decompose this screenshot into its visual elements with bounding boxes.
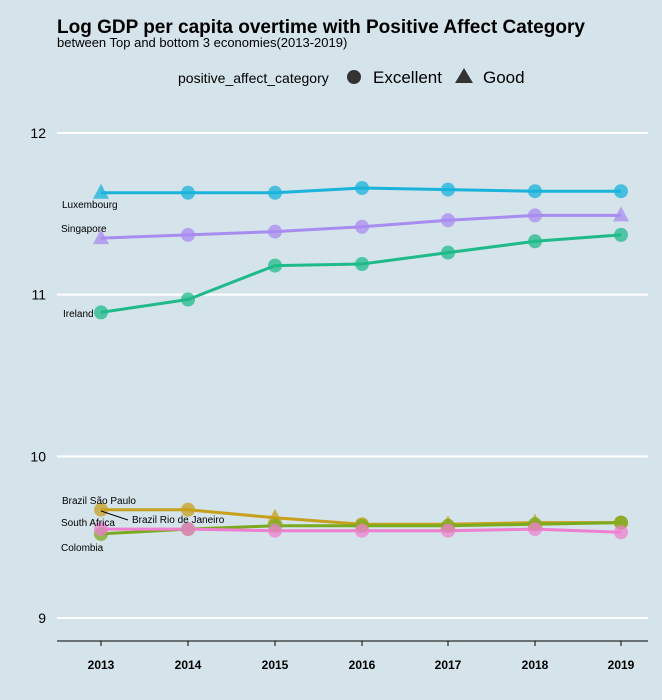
x-tick-label: 2018 (522, 658, 549, 672)
data-point-circle (355, 181, 369, 195)
data-point-circle (181, 292, 195, 307)
country-label-brazil-sao-paulo: Brazil São Paulo (62, 496, 136, 507)
data-point-circle (441, 213, 455, 228)
data-point-circle (355, 257, 369, 271)
data-point-circle (94, 305, 108, 320)
x-tick-label: 2013 (88, 658, 115, 672)
country-label-south-africa: South Africa (61, 518, 115, 529)
y-tick-label: 12 (30, 125, 46, 141)
chart-title: Log GDP per capita overtime with Positiv… (57, 17, 585, 38)
data-point-circle (355, 219, 369, 234)
data-point-circle (268, 523, 282, 538)
data-point-circle (614, 515, 628, 530)
country-label-colombia: Colombia (61, 543, 104, 554)
data-point-circle (268, 224, 282, 239)
data-point-circle (268, 185, 282, 200)
data-point-circle (614, 525, 628, 540)
data-point-circle (614, 227, 628, 242)
legend-title: positive_affect_category (178, 70, 329, 86)
y-tick-label: 11 (31, 287, 46, 303)
data-point-circle (441, 245, 455, 260)
data-point-circle (181, 185, 195, 200)
legend-triangle-icon (455, 68, 473, 83)
data-point-circle (355, 523, 369, 538)
data-point-circle (528, 234, 542, 249)
data-point-circle (94, 502, 108, 517)
data-point-triangle (613, 206, 629, 222)
annotation-leader-line (100, 510, 129, 521)
x-tick-label: 2016 (349, 658, 376, 672)
legend-circle-icon (347, 70, 361, 84)
data-point-circle (528, 522, 542, 537)
data-point-circle (181, 502, 195, 517)
x-tick-label: 2019 (608, 658, 635, 672)
data-point-circle (528, 208, 542, 223)
y-tick-label: 10 (30, 448, 46, 464)
x-tick-label: 2015 (262, 658, 289, 672)
data-point-circle (441, 182, 455, 197)
data-point-circle (181, 227, 195, 242)
country-label-ireland: Ireland (63, 309, 94, 320)
country-labels: Luxembourg Singapore Ireland Brazil São … (61, 200, 225, 554)
country-label-luxembourg: Luxembourg (62, 200, 118, 211)
legend-label-good: Good (483, 68, 525, 87)
legend: positive_affect_category Excellent Good (178, 68, 525, 87)
y-tick-label: 9 (38, 610, 46, 626)
y-axis-ticks: 9 10 11 12 (30, 125, 46, 626)
data-point-triangle (267, 508, 283, 524)
country-label-brazil-rio: Brazil Rio de Janeiro (132, 515, 225, 526)
x-axis-ticks: 2013 2014 2015 2016 2017 2018 2019 (88, 641, 635, 672)
data-point-circle (268, 258, 282, 273)
gridlines (57, 132, 648, 619)
data-point-circle (94, 522, 108, 537)
data-point-circle (181, 522, 195, 537)
data-point-circle (614, 184, 628, 199)
data-point-circle (441, 523, 455, 538)
x-tick-label: 2017 (435, 658, 462, 672)
data-point-circle (528, 184, 542, 199)
data-point-triangle (93, 229, 109, 245)
series-markers (93, 181, 629, 541)
x-tick-label: 2014 (175, 658, 202, 672)
chart-subtitle: between Top and bottom 3 economies(2013-… (57, 35, 347, 50)
legend-label-excellent: Excellent (373, 68, 442, 87)
data-point-triangle (93, 183, 109, 199)
country-label-singapore: Singapore (61, 224, 107, 235)
